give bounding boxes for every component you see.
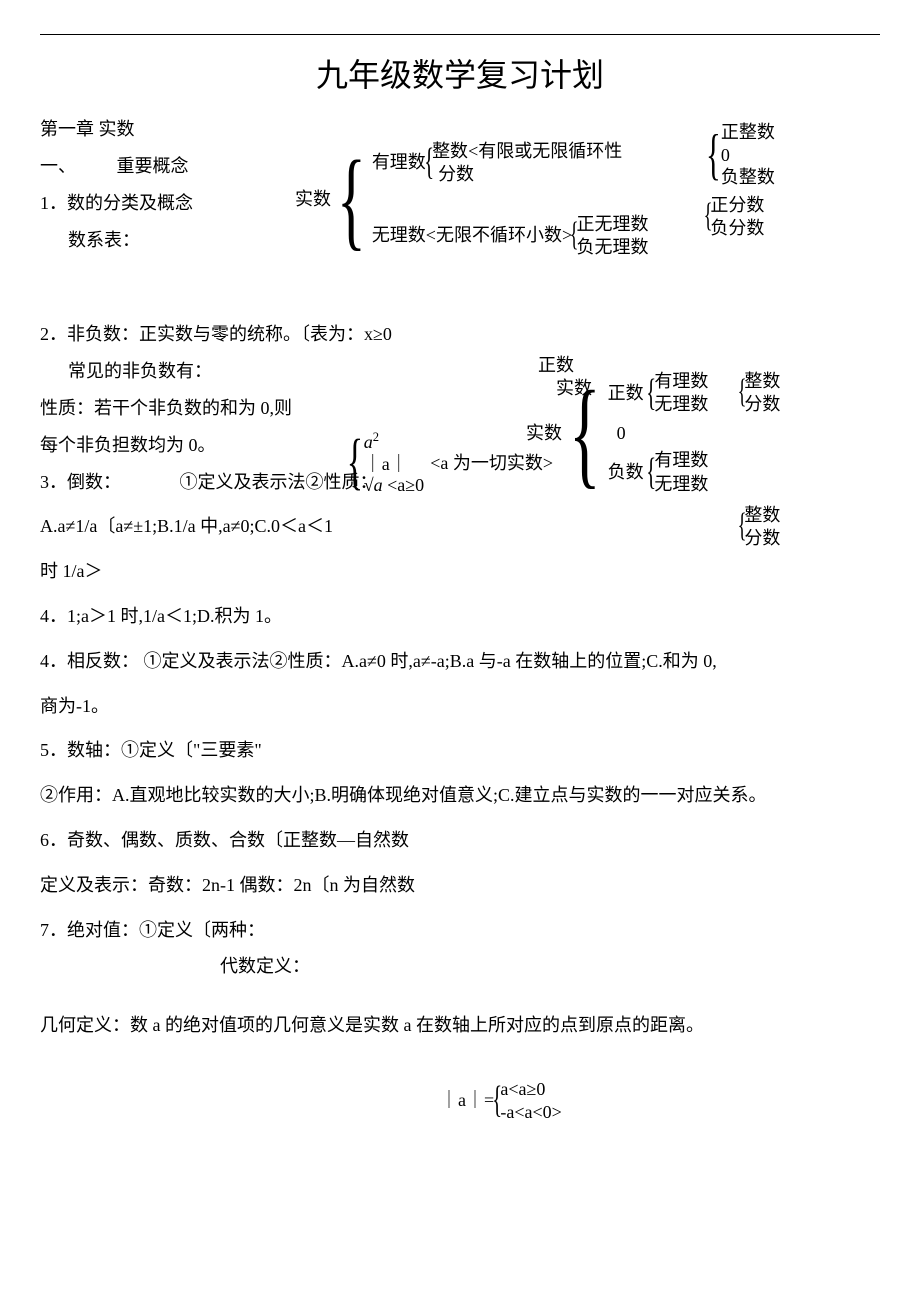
all-real-note: <a 为一切实数> [430, 449, 553, 478]
sec1-num: 一、 [40, 156, 76, 176]
item-6b: 定义及表示：奇数：2n-1 偶数：2n〔n 为自然数 [40, 871, 880, 900]
zero-int: 0 [721, 144, 775, 167]
brace-icon: { [646, 455, 656, 489]
item-5: 5．数轴：①定义〔"三要素" [40, 736, 880, 765]
pos-int: 正整数 [721, 121, 775, 144]
item-5b: ②作用：A.直观地比较实数的大小;B.明确体现绝对值意义;C.建立点与实数的一一… [40, 781, 880, 810]
item-7c: 几何定义：数 a 的绝对值项的几何意义是实数 a 在数轴上所对应的点到原点的距离… [40, 1011, 880, 1040]
item-2: 2．非负数：正实数与零的统称。〔表为：x≥0 [40, 320, 880, 349]
int-frac-2: { 整数分数 [740, 504, 780, 549]
zero2: 0 [617, 423, 626, 443]
irrational2: 无理数 [654, 393, 708, 416]
rational3: 有理数 [654, 449, 708, 472]
int-leaf2: 整数 [744, 504, 780, 527]
brace-icon: { [570, 220, 579, 251]
frac-leaf2: 分数 [744, 527, 780, 550]
real-number-tree: 实数 { 有理数 { 整数<有限或无限循环性 分数 无理数<无限不循环小数> {… [295, 140, 648, 258]
abs-left: ｜a｜= [440, 1086, 494, 1115]
brace-icon: { [337, 150, 366, 249]
finite-label: <有限或无限循环性 [468, 141, 622, 161]
integer-label: 整数 [432, 141, 468, 161]
item-3d: 时 1/a＞ [40, 557, 880, 586]
abs-bot: -a<a<0> [500, 1101, 561, 1124]
page-top-rule [40, 34, 880, 35]
neg-irrational: 负无理数 [576, 236, 648, 259]
brace-icon: { [492, 1083, 502, 1117]
pos-irrational: 正无理数 [576, 213, 648, 236]
negative: 负数 [608, 456, 644, 488]
item-4: 4．相反数： ①定义及表示法②性质：A.a≠0 时,a≠-a;B.a 与-a 在… [40, 647, 880, 676]
abs-a: ｜a｜ [364, 454, 424, 476]
brace-icon: { [738, 511, 747, 542]
int-leaf: 整数 [744, 370, 780, 393]
nonneg-brace: { a2 ｜a｜ √a <a≥0 <a 为一切实数> [346, 430, 553, 497]
frac-leaf: 分数 [744, 393, 780, 416]
brace-icon: { [704, 201, 713, 232]
integer-subtree: { 正整数 0 负整数 [706, 121, 775, 189]
brace-icon: { [646, 376, 656, 410]
item-6: 6．奇数、偶数、质数、合数〔正整数—自然数 [40, 826, 880, 855]
item-4b: 商为-1。 [40, 692, 880, 721]
sqrt-a: √a <a≥0 [364, 475, 424, 497]
sign-tree-render: 实数 { 正数 { 有理数 无理数 0 负数 { 有理数 无理数 [526, 370, 708, 496]
int-frac-1: { 整数分数 [740, 370, 780, 415]
abs-value-def: ｜a｜= { a<a≥0 -a<a<0> [440, 1078, 562, 1123]
rational-label: 有理数 [372, 151, 426, 174]
irrational3: 无理数 [654, 473, 708, 496]
brace-icon: { [706, 130, 721, 180]
brace-icon: { [347, 435, 363, 491]
item-7: 7．绝对值：①定义〔两种： [40, 916, 880, 945]
neg-int: 负整数 [721, 166, 775, 189]
rational2: 有理数 [654, 370, 708, 393]
positive: 正数 [608, 377, 644, 409]
tree-root: 实数 [295, 185, 331, 214]
brace-icon: { [424, 145, 434, 179]
abs-top: a<a≥0 [500, 1078, 561, 1101]
pos-frac: 正分数 [710, 194, 764, 217]
sec1-title: 重要概念 [117, 156, 189, 176]
brace-icon: { [738, 377, 747, 408]
item-7b: 代数定义： [40, 952, 880, 981]
irrational-label: 无理数<无限不循环小数> [372, 224, 572, 247]
item-3e: 4．1;a＞1 时,1/a＜1;D.积为 1。 [40, 602, 880, 631]
page-title: 九年级数学复习计划 [40, 50, 880, 101]
fraction-subtree: { 正分数 负分数 [706, 194, 764, 239]
fraction-label: 分数 [432, 163, 622, 186]
item-3-label: 3．倒数： [40, 472, 121, 492]
brace-icon: { [569, 379, 601, 487]
a-squared: a2 [364, 430, 424, 454]
neg-frac: 负分数 [710, 217, 764, 240]
